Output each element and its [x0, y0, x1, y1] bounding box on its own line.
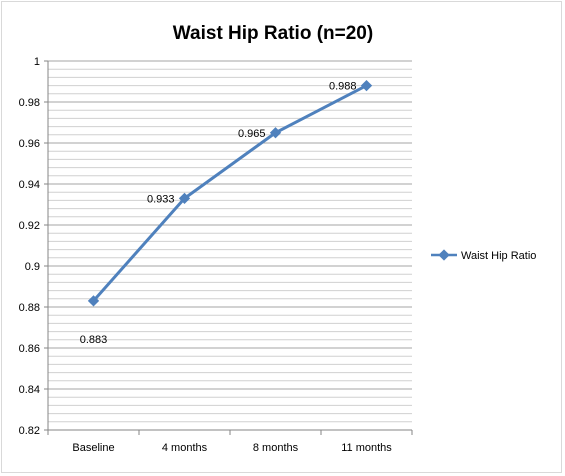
legend: Waist Hip Ratio: [431, 249, 536, 262]
x-tick-label: 11 months: [341, 442, 392, 454]
y-tick-label: 0.9: [25, 261, 40, 273]
x-tick-label: 8 months: [253, 442, 299, 454]
y-axis-ticks: 0.82 0.84 0.86 0.88 0.9 0.92 0.94 0.96 0.98 1: [19, 56, 40, 437]
gridlines: [48, 60, 412, 431]
legend-marker: [438, 249, 450, 261]
data-point-marker: [269, 127, 282, 139]
data-labels: 0.883 0.933 0.965 0.988: [80, 81, 357, 346]
y-tick-label: 0.98: [19, 97, 40, 109]
x-axis-ticks: Baseline 4 months 8 months 11 months: [72, 442, 392, 454]
data-point-marker: [178, 192, 191, 205]
data-point-marker: [360, 79, 373, 92]
series-line: [92, 84, 368, 302]
x-tick-label: 4 months: [162, 442, 208, 454]
y-tick-label: 0.84: [19, 384, 40, 396]
data-label: 0.933: [147, 193, 175, 205]
y-tick-label: 0.88: [19, 302, 40, 314]
chart-title: Waist Hip Ratio (n=20): [173, 23, 373, 44]
data-label: 0.883: [80, 334, 108, 346]
legend-label: Waist Hip Ratio: [461, 250, 536, 262]
y-tick-label: 0.82: [19, 425, 40, 437]
y-tick-label: 0.94: [19, 179, 40, 191]
y-tick-label: 0.86: [19, 343, 40, 355]
series-waist-hip-ratio: [87, 79, 373, 307]
data-label: 0.965: [238, 128, 266, 140]
x-tick-label: Baseline: [72, 442, 114, 454]
axes: [44, 60, 413, 435]
y-tick-label: 1: [34, 56, 40, 68]
y-tick-label: 0.96: [19, 138, 40, 150]
data-label: 0.988: [329, 81, 357, 93]
y-tick-label: 0.92: [19, 220, 40, 232]
